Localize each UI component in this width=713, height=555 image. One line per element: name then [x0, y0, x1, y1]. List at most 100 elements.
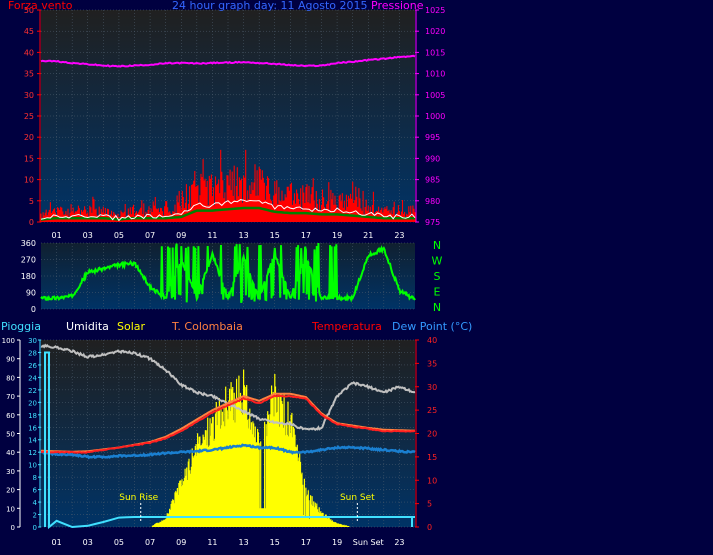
dir-tick-label: 180	[21, 272, 36, 281]
wind-title: Forza vento	[8, 0, 73, 12]
bottom-x-tick-label: 03	[83, 538, 93, 547]
wind-speed-bars	[40, 149, 416, 222]
legend-tcolombaia: T. Colombaia	[171, 320, 243, 333]
temp-tick-label: 20	[427, 430, 437, 439]
pressure-line	[40, 54, 416, 68]
compass-label: N	[433, 239, 441, 252]
wind-tick-label: 45	[24, 27, 34, 36]
pressure-tick-label: 995	[425, 133, 440, 142]
bottom-x-tick-label: 13	[238, 538, 248, 547]
temp-tick-label: 5	[427, 500, 432, 509]
rain-tick-label: 24	[28, 374, 37, 382]
axis-labels: 0510152025303540455097598098599099510001…	[2, 6, 446, 547]
legend-dewpoint: Dew Point (°C)	[392, 320, 472, 333]
wind-direction-line	[40, 242, 416, 304]
pressure-tick-label: 980	[425, 197, 440, 206]
humidity-tick-label: 100	[2, 337, 15, 345]
humidity-tick-label: 40	[6, 449, 15, 457]
humidity-tick-label: 10	[6, 505, 15, 513]
pressure-tick-label: 1020	[425, 27, 445, 36]
humidity-tick-label: 50	[6, 431, 15, 439]
humidity-tick-label: 20	[6, 487, 15, 495]
rain-tick-label: 0	[33, 524, 37, 532]
rain-tick-label: 2	[33, 512, 37, 520]
wind-tick-label: 25	[24, 112, 34, 121]
temp-tick-label: 0	[427, 523, 432, 532]
bottom-x-tick-label: 23	[394, 538, 404, 547]
rain-tick-label: 14	[28, 437, 37, 445]
wind-x-tick-label: 03	[83, 231, 93, 240]
rain-line	[44, 351, 416, 530]
humidity-tick-label: 60	[6, 412, 15, 420]
wind-x-tick-label: 19	[332, 231, 342, 240]
wind-average-line	[40, 206, 415, 221]
temp-tick-label: 30	[427, 383, 437, 392]
rain-tick-label: 4	[33, 499, 38, 507]
sun-rise-label: Sun Rise	[119, 493, 158, 503]
humidity-tick-label: 70	[6, 393, 15, 401]
legend-solar: Solar	[117, 320, 146, 333]
rain-tick-label: 12	[28, 449, 37, 457]
wind-tick-label: 15	[24, 154, 34, 163]
bottom-x-tick-label: 15	[270, 538, 280, 547]
rain-tick-label: 16	[28, 424, 37, 432]
chart-title: 24 hour graph day: 11 Agosto 2015	[172, 0, 368, 12]
rain-tick-label: 10	[28, 462, 37, 470]
wind-x-tick-label: 05	[114, 231, 124, 240]
legend-umidita: Umidita	[66, 320, 109, 333]
compass-label: E	[434, 286, 441, 299]
wind-x-tick-label: 07	[145, 231, 155, 240]
sun-set-label: Sun Set	[340, 493, 375, 503]
wind-tick-label: 35	[24, 70, 34, 79]
humidity-tick-label: 90	[6, 356, 15, 364]
rain-tick-label: 20	[28, 399, 37, 407]
wind-tick-label: 0	[29, 218, 34, 227]
compass-label: N	[433, 301, 441, 314]
pressure-tick-label: 1025	[425, 6, 445, 15]
wind-x-tick-label: 15	[270, 231, 280, 240]
pressure-tick-label: 985	[425, 176, 440, 185]
humidity-tick-label: 80	[6, 374, 15, 382]
rain-tick-label: 22	[28, 387, 37, 395]
pressure-tick-label: 1005	[425, 91, 445, 100]
temp-tick-label: 10	[427, 476, 437, 485]
temperature-line	[40, 394, 416, 454]
temp-tick-label: 25	[427, 406, 437, 415]
temp-tick-label: 35	[427, 359, 437, 368]
chart-marks	[40, 54, 416, 530]
wind-tick-label: 10	[24, 176, 34, 185]
pressure-tick-label: 1000	[425, 112, 445, 121]
bottom-x-tick-label: 11	[207, 538, 217, 547]
bottom-x-tick-label: 01	[51, 538, 61, 547]
pressure-tick-label: 1015	[425, 48, 445, 57]
bottom-x-tick-label: 19	[332, 538, 342, 547]
bottom-x-tick-label: 09	[176, 538, 186, 547]
pressure-title: Pressione	[371, 0, 424, 12]
humidity-tick-label: 0	[11, 524, 15, 532]
rain-tick-label: 30	[28, 337, 37, 345]
wind-x-tick-label: 01	[51, 231, 61, 240]
compass-label: S	[434, 270, 441, 283]
legend-temperatura: Temperatura	[311, 320, 382, 333]
rain-tick-label: 8	[33, 474, 37, 482]
bottom-x-tick-label: 17	[301, 538, 311, 547]
compass-label: W	[432, 255, 443, 268]
pressure-tick-label: 975	[425, 218, 440, 227]
wind-tick-label: 30	[24, 91, 34, 100]
wind-x-tick-label: 21	[363, 231, 373, 240]
wind-x-tick-label: 13	[238, 231, 248, 240]
rain-tick-label: 28	[28, 349, 37, 357]
wind-x-tick-label: 23	[394, 231, 404, 240]
dir-tick-label: 360	[21, 239, 36, 248]
pressure-tick-label: 990	[425, 154, 440, 163]
rain-tick-label: 18	[28, 412, 37, 420]
dir-tick-label: 270	[21, 256, 36, 265]
wind-tick-label: 50	[24, 6, 34, 15]
wind-tick-label: 5	[29, 197, 34, 206]
dewpoint-line	[40, 443, 416, 460]
bottom-x-tick-label: Sun Set	[353, 538, 384, 547]
dir-tick-label: 90	[26, 289, 36, 298]
dir-tick-label: 0	[31, 305, 36, 314]
